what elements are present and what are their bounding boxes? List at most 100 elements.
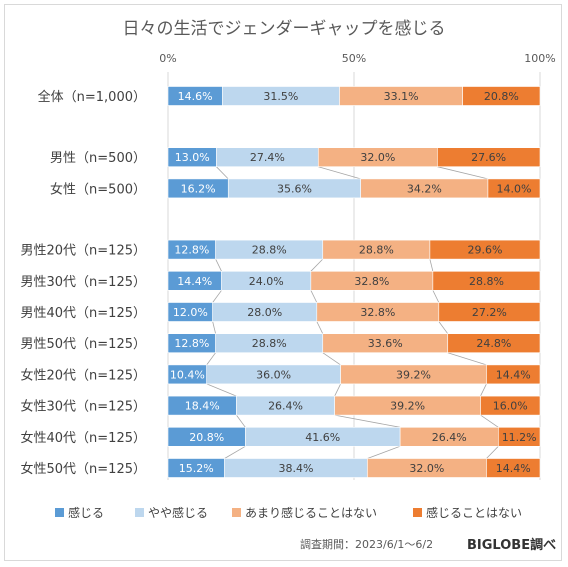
data-label: 33.1% <box>384 90 419 103</box>
data-label: 14.4% <box>177 275 212 288</box>
data-label: 33.6% <box>368 337 403 350</box>
data-label: 14.4% <box>496 368 531 381</box>
legend-label: やや感じる <box>148 505 208 520</box>
bar-segment <box>429 239 541 260</box>
data-label: 27.2% <box>472 306 507 319</box>
series-connector-line <box>447 352 487 366</box>
legend-label: 感じることはない <box>426 505 522 520</box>
data-label: 12.8% <box>174 244 209 257</box>
legend-label: あまり感じることはない <box>245 505 377 520</box>
x-tick-label: 0% <box>159 52 176 65</box>
data-label: 20.8% <box>189 431 224 444</box>
category-label: 男性50代（n=125） <box>21 337 147 352</box>
bar-segment <box>447 333 541 354</box>
series-connector-line <box>212 321 217 334</box>
category-label: 女性40代（n=125） <box>21 430 147 446</box>
data-label: 28.8% <box>469 275 504 288</box>
data-label: 14.4% <box>496 462 531 475</box>
series-connector-line <box>224 445 246 459</box>
data-label: 38.4% <box>278 462 313 475</box>
data-label: 39.2% <box>390 400 425 413</box>
bar-segment <box>486 458 541 478</box>
data-label: 16.2% <box>181 182 216 195</box>
bar-segment <box>437 147 541 167</box>
category-label: 男性20代（n=125） <box>21 244 147 259</box>
data-label: 32.0% <box>409 462 444 475</box>
series-connector-line <box>486 446 499 459</box>
data-label: 13.0% <box>175 151 210 164</box>
chart-title: 日々の生活でジェンダーギャップを感じる <box>122 19 446 39</box>
series-connector-line <box>429 259 434 272</box>
legend-swatch <box>413 508 422 517</box>
data-label: 10.4% <box>170 368 205 381</box>
data-label: 28.8% <box>359 244 394 257</box>
data-label: 32.8% <box>354 275 389 288</box>
legend-swatch <box>232 508 241 517</box>
data-label: 28.0% <box>247 306 282 319</box>
legend-swatch <box>55 508 64 517</box>
data-label: 26.4% <box>432 431 467 444</box>
bar-segment <box>462 86 541 106</box>
series-connector-line <box>334 383 341 397</box>
series-connector-line <box>438 321 449 334</box>
series-connector-line <box>334 414 401 428</box>
category-label: 男性（n=500） <box>50 151 146 166</box>
data-label: 29.6% <box>467 244 502 257</box>
category-label: 女性50代（n=125） <box>21 461 147 477</box>
x-tick-label: 100% <box>524 52 555 65</box>
data-label: 39.2% <box>396 368 431 381</box>
data-label: 14.6% <box>178 90 213 103</box>
category-label: 全体（n=1,000） <box>38 89 146 105</box>
data-label: 24.8% <box>476 337 511 350</box>
series-connector-line <box>216 166 229 180</box>
data-label: 31.5% <box>263 90 298 103</box>
bar-segment <box>486 364 541 385</box>
legend-swatch <box>135 508 144 517</box>
data-label: 18.4% <box>185 400 220 413</box>
data-label: 16.0% <box>493 400 528 413</box>
data-label: 41.6% <box>305 431 340 444</box>
category-label: 男性40代（n=125） <box>21 306 147 321</box>
data-label: 11.2% <box>502 431 537 444</box>
data-label: 28.8% <box>252 337 287 350</box>
data-label: 20.8% <box>484 90 519 103</box>
data-label: 15.2% <box>179 462 214 475</box>
data-label: 36.0% <box>256 368 291 381</box>
category-label: 女性（n=500） <box>50 181 146 197</box>
category-label: 女性30代（n=125） <box>21 399 147 415</box>
data-label: 26.4% <box>268 400 303 413</box>
series-connector-line <box>316 321 324 334</box>
series-connector-line <box>480 414 499 428</box>
series-connector-line <box>480 383 487 397</box>
data-label: 12.8% <box>174 337 209 350</box>
bar-segment <box>438 302 541 322</box>
series-connector-line <box>437 166 489 180</box>
data-label: 34.2% <box>407 182 442 195</box>
data-label: 27.6% <box>471 151 506 164</box>
data-label: 32.8% <box>360 306 395 319</box>
legend-label: 感じる <box>68 505 104 520</box>
series-connector-line <box>322 352 341 366</box>
survey-period: 調査期間：2023/6/1～6/2 <box>300 538 434 551</box>
x-tick-label: 50% <box>342 52 366 65</box>
series-connector-line <box>310 258 324 272</box>
data-label: 27.4% <box>250 151 285 164</box>
data-label: 32.0% <box>360 151 395 164</box>
series-connector-line <box>206 383 237 397</box>
series-connector-line <box>215 258 222 272</box>
bar-segment <box>480 395 541 416</box>
series-connector-line <box>206 352 216 366</box>
data-label: 12.0% <box>173 306 208 319</box>
source-brand: BIGLOBE調べ <box>467 538 557 553</box>
category-label: 男性30代（n=125） <box>21 275 147 290</box>
bar-segment <box>498 426 541 447</box>
data-label: 35.6% <box>277 182 312 195</box>
series-connector-line <box>432 290 440 303</box>
bar-segment <box>487 178 541 199</box>
series-connector-line <box>236 414 246 428</box>
series-connector-line <box>310 290 318 303</box>
data-label: 28.8% <box>252 244 287 257</box>
series-connector-line <box>212 290 222 303</box>
data-label: 24.0% <box>249 275 284 288</box>
